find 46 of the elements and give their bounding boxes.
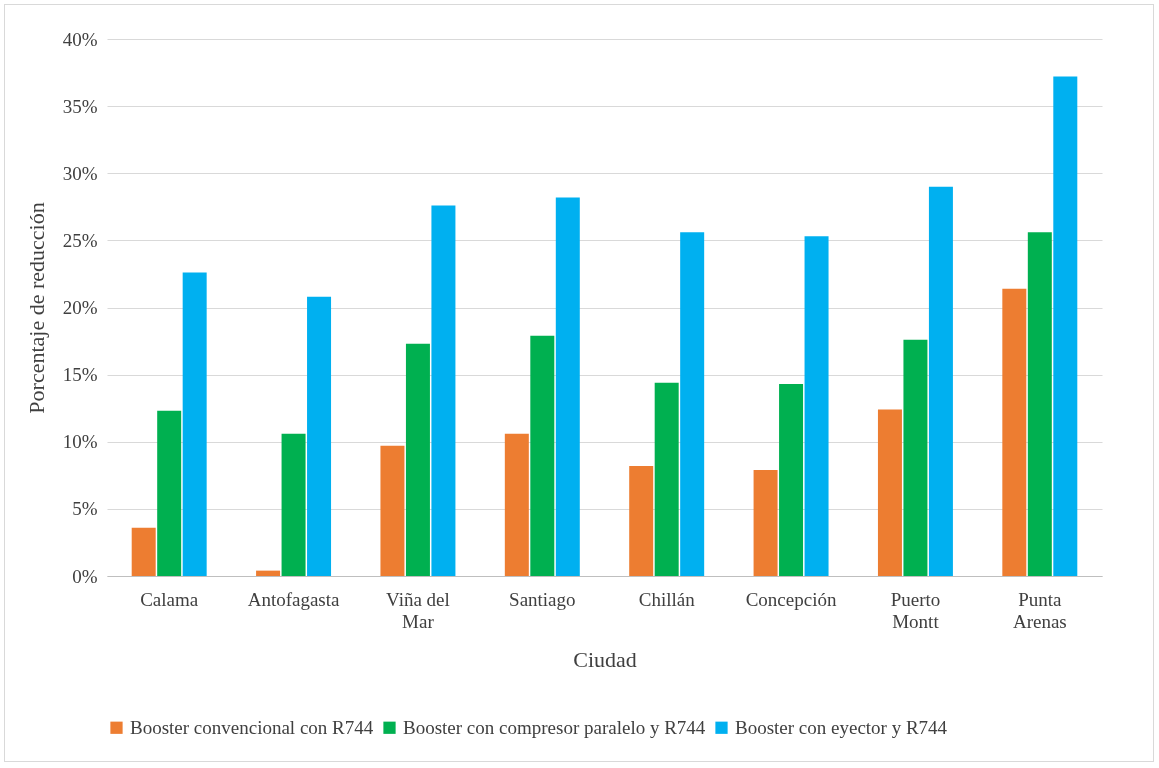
x-tick-label: Santiago [509, 588, 576, 610]
y-tick-label: 35% [62, 95, 98, 117]
y-tick-label: 0% [72, 565, 98, 587]
y-tick-label: 40% [62, 28, 98, 50]
bar [504, 433, 529, 576]
bar [928, 186, 953, 576]
y-tick-label: 25% [62, 229, 98, 251]
legend-label: Booster convencional con R744 [130, 716, 374, 738]
bar [256, 570, 281, 576]
y-tick-label: 5% [72, 498, 98, 520]
bar [877, 409, 902, 576]
legend-label: Booster con compresor paralelo y R744 [403, 716, 706, 738]
bar [380, 445, 405, 576]
bar [307, 296, 332, 576]
bar [680, 232, 705, 576]
bar [629, 465, 654, 576]
y-tick-label: 10% [62, 431, 98, 453]
bar [431, 205, 456, 576]
x-tick-label: Calama [140, 588, 199, 610]
y-axis-title: Porcentaje de reducción [23, 202, 49, 414]
bar [131, 527, 156, 576]
bar [281, 433, 306, 576]
y-tick-label: 15% [62, 364, 98, 386]
y-tick-label: 20% [62, 297, 98, 318]
y-tick-label: 30% [62, 162, 98, 184]
bar [753, 469, 778, 576]
bar [555, 197, 580, 576]
bar [1002, 288, 1027, 576]
x-tick-label: Punta Arenas [1012, 588, 1067, 632]
x-tick-label: Puerto Montt [890, 588, 941, 632]
bar [530, 335, 555, 576]
x-tick-label: Concepción [745, 588, 837, 610]
bar [779, 384, 804, 576]
legend-label: Booster con eyector y R744 [735, 716, 948, 738]
bar [1053, 76, 1078, 576]
bar [1027, 232, 1052, 576]
bar [405, 343, 430, 576]
x-tick-label: Chillán [638, 588, 696, 610]
x-tick-label: Viña del Mar [386, 588, 450, 632]
x-axis-title: Ciudad [573, 646, 637, 672]
x-tick-label: Antofagasta [247, 588, 341, 610]
bar [157, 410, 182, 576]
bar [903, 339, 928, 576]
bar [654, 382, 679, 576]
bar [804, 236, 829, 576]
bar [182, 272, 207, 576]
